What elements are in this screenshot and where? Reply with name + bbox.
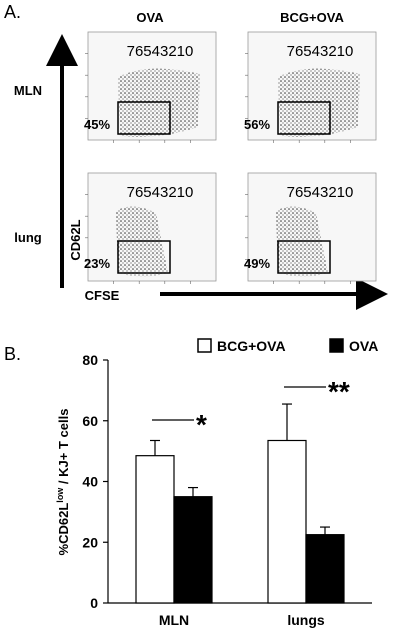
peak-label: 76543210: [127, 184, 194, 201]
panel-label: A.: [4, 2, 21, 22]
row-label: lung: [14, 230, 41, 245]
column-label: BCG+OVA: [280, 10, 344, 25]
flow-plot: 76543210 56%: [244, 31, 377, 143]
gate: [277, 101, 331, 135]
bar-chart: B. 0 20 40 60 80 %CD62Llow / KJ+ T cells BCG+OV…: [4, 338, 378, 628]
x-tick-label: lungs: [287, 612, 325, 628]
y-label-part: low: [55, 487, 65, 503]
bar: [135, 455, 175, 604]
gate: [117, 240, 171, 274]
gate-percent: 23%: [84, 256, 110, 271]
x-tick-label: MLN: [159, 612, 189, 628]
flow-plot: 76543210 49%: [244, 172, 377, 284]
row-label: MLN: [14, 83, 42, 98]
flow-plot: 76543210 45%: [84, 31, 217, 143]
gate-percent: 56%: [244, 117, 270, 132]
peak-label: 76543210: [287, 43, 354, 60]
legend-swatch: [197, 338, 212, 353]
y-tick-label: 80: [82, 352, 98, 368]
y-label-part: / KJ+ T cells: [56, 409, 71, 488]
y-axis-label: CD62L: [68, 219, 83, 260]
gate: [277, 240, 331, 274]
panel-label: B.: [4, 344, 21, 364]
legend-label: OVA: [349, 338, 378, 354]
cell-cloud: [118, 68, 200, 137]
y-tick-label: 0: [90, 595, 98, 611]
plots: 7654321045%7654321056%7654321023%7654321…: [84, 31, 377, 284]
y-label-part: %CD62L: [56, 503, 71, 556]
significance-mark: *: [196, 409, 207, 440]
bar: [305, 534, 345, 604]
peak-label: 76543210: [287, 184, 354, 201]
flow-plot: 76543210 23%: [84, 172, 217, 284]
gate-percent: 45%: [84, 117, 110, 132]
peak-label: 76543210: [127, 43, 194, 60]
legend-swatch: [329, 338, 344, 353]
legend-label: BCG+OVA: [217, 338, 286, 354]
y-tick-label: 40: [82, 474, 98, 490]
y-tick-label: 20: [82, 534, 98, 550]
y-tick-label: 60: [82, 413, 98, 429]
bar: [267, 439, 307, 604]
cell-cloud: [278, 68, 360, 137]
x-axis-label: CFSE: [85, 288, 120, 303]
gate: [117, 101, 171, 135]
y-axis-label: %CD62Llow / KJ+ T cells: [55, 409, 71, 556]
bar: [173, 496, 213, 604]
gate-percent: 49%: [244, 256, 270, 271]
significance-mark: **: [328, 376, 350, 407]
column-label: OVA: [136, 10, 164, 25]
